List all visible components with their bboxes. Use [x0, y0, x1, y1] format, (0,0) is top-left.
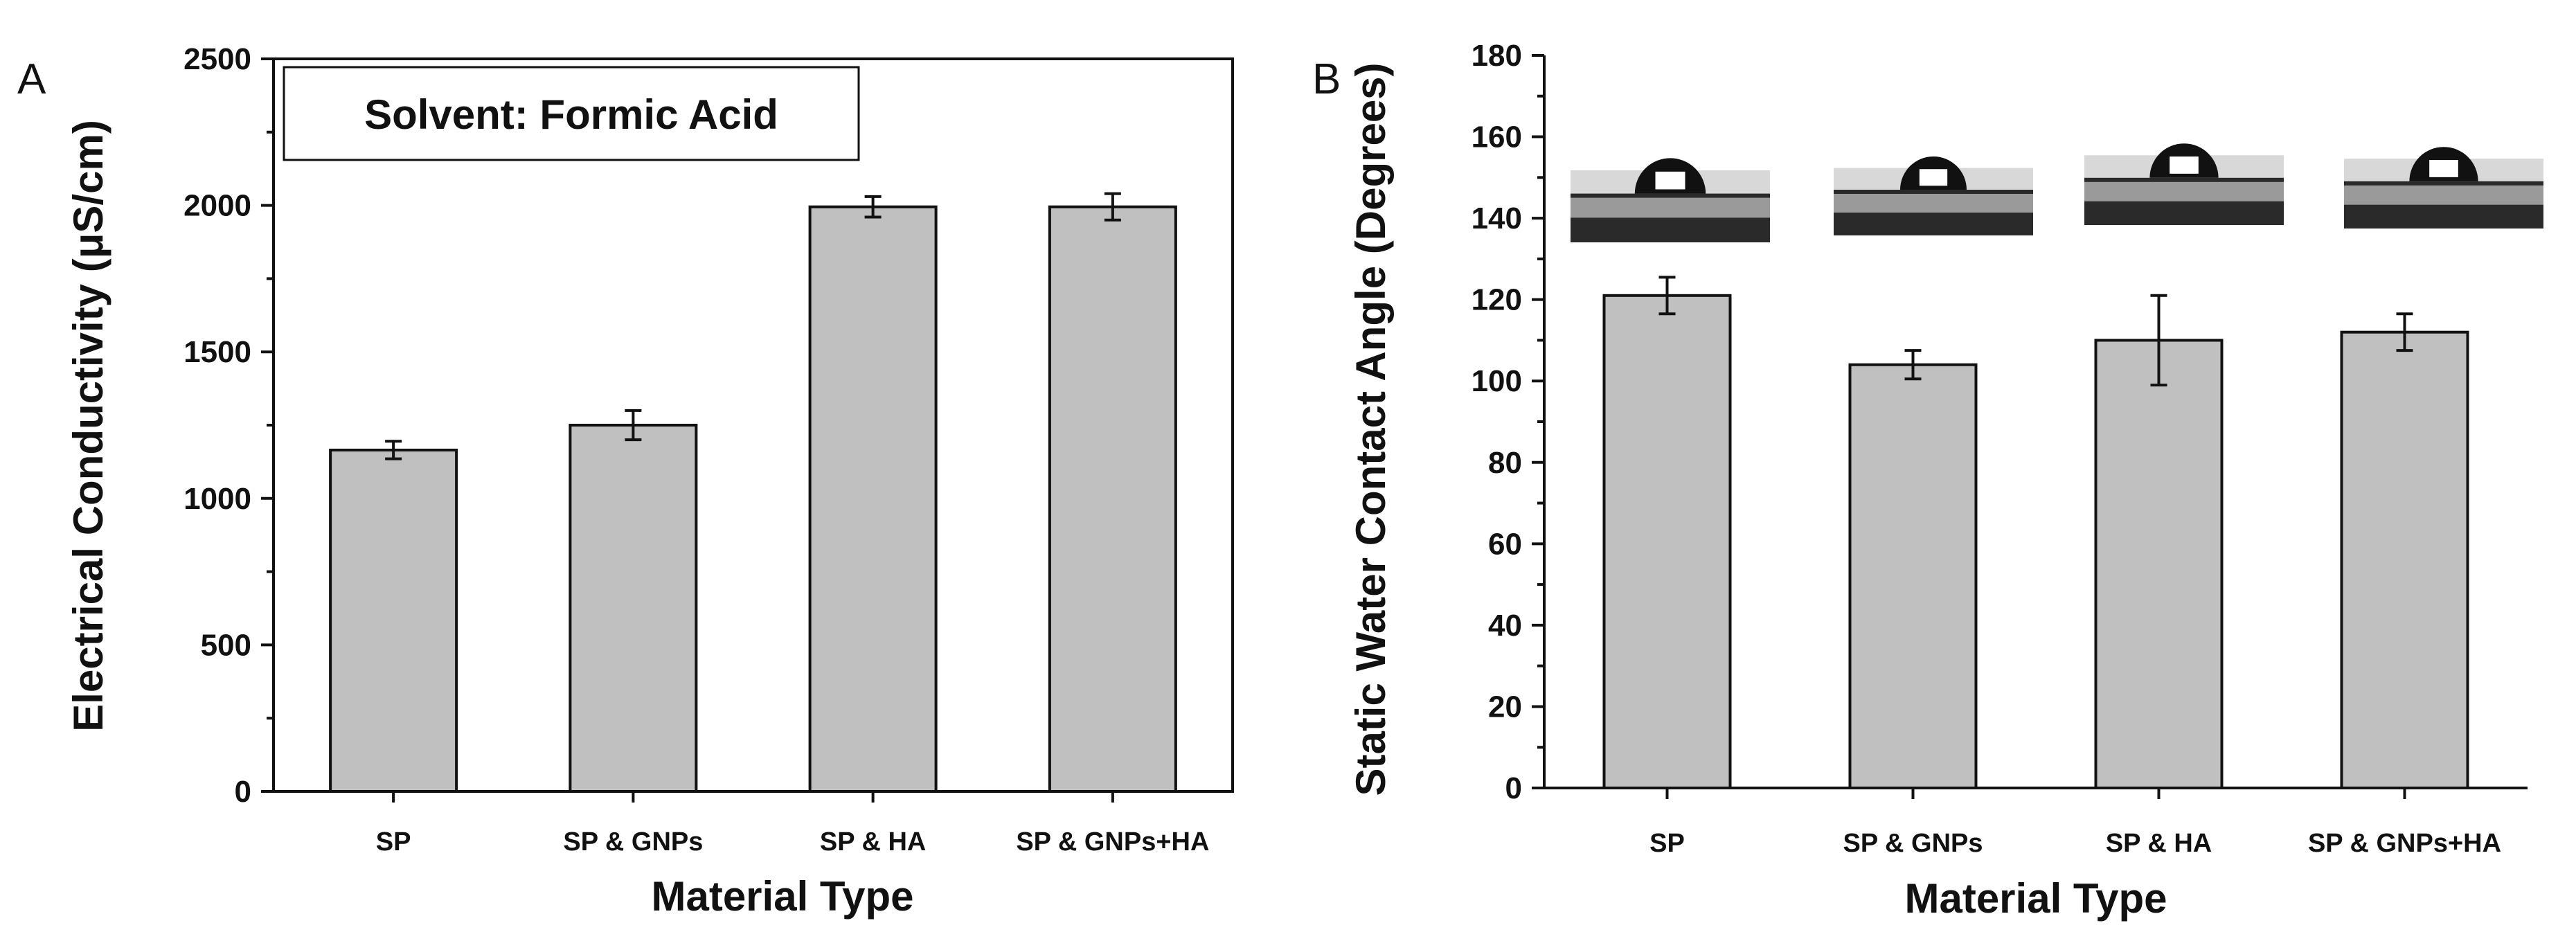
x-tick-label-sp-gnps: SP & GNPs — [563, 827, 703, 857]
y-tick-label: 140 — [1472, 201, 1522, 235]
bar-sp-gnps-ha — [2340, 330, 2469, 789]
x-tick-label-sp-gnps-ha: SP & GNPs+HA — [1016, 827, 1209, 857]
y-tick-label: 20 — [1488, 690, 1522, 724]
y-tick-label: 40 — [1488, 609, 1522, 643]
bar-sp-gnps-ha — [1048, 205, 1177, 793]
y-tick-label: 120 — [1472, 283, 1522, 317]
inset-droplet-reflection — [2170, 156, 2199, 174]
y-tick-label: 0 — [235, 775, 251, 809]
inset-substrate-highlight — [2084, 181, 2284, 201]
inset-substrate-highlight — [1571, 197, 1770, 218]
error-bar-sp-gnps — [1904, 349, 1922, 381]
chart-b-bars — [1602, 294, 2469, 789]
y-tick-label: 0 — [1505, 771, 1522, 805]
chart-a-x-tick-labels: SP SP & GNPs SP & HA SP & GNPs+HA — [376, 827, 1210, 857]
error-bar-sp-ha — [2150, 294, 2167, 387]
panel-b-label: B — [1312, 55, 1341, 103]
chart-a-x-axis-label: Material Type — [651, 873, 913, 920]
y-tick-label: 80 — [1488, 446, 1522, 480]
annotation-box — [283, 66, 860, 161]
chart-a-bars — [329, 205, 1177, 793]
x-tick-label-sp-gnps-ha: SP & GNPs+HA — [2308, 829, 2501, 858]
y-tick-label: 2000 — [184, 189, 251, 223]
chart-b-x-axis-label: Material Type — [1904, 875, 2167, 922]
annotation-text: Solvent: Formic Acid — [364, 91, 778, 138]
error-bar-sp-gnps-ha — [1104, 192, 1121, 222]
y-tick-label: 500 — [201, 628, 251, 662]
chart-b-x-tick-labels: SP SP & GNPs SP & HA SP & GNPs+HA — [1649, 829, 2501, 858]
chart-a-error-bars — [385, 192, 1121, 460]
bar-sp-gnps — [1848, 363, 1978, 789]
x-tick-label-sp: SP — [376, 827, 411, 857]
error-bar-sp — [385, 440, 402, 460]
inset-droplet-reflection — [1655, 171, 1685, 190]
chart-a-y-axis-label: Electrical Conductivity (μS/cm) — [65, 120, 111, 732]
x-tick-label-sp-ha: SP & HA — [820, 827, 926, 857]
water-droplet-photo-3 — [2084, 143, 2284, 225]
error-bar-sp-gnps-ha — [2396, 312, 2413, 352]
bar-sp-gnps — [569, 424, 698, 793]
inset-droplet-reflection — [1919, 169, 1948, 186]
droplet-insets — [1571, 143, 2543, 242]
inset-substrate-highlight — [1834, 194, 2033, 213]
y-tick-label: 100 — [1472, 364, 1522, 398]
water-droplet-photo-4 — [2344, 147, 2543, 228]
y-tick-label: 180 — [1472, 39, 1522, 73]
water-droplet-photo-1 — [1571, 158, 1770, 242]
inset-substrate-highlight — [2344, 185, 2543, 205]
y-tick-label: 1500 — [184, 335, 251, 369]
panel-a-label: A — [17, 55, 46, 103]
bar-sp-ha — [808, 205, 938, 793]
bar-sp — [329, 448, 458, 793]
error-bar-sp-ha — [864, 195, 882, 219]
bar-sp — [1602, 294, 1732, 789]
x-tick-label-sp-ha: SP & HA — [2106, 829, 2212, 858]
error-bar-sp — [1658, 276, 1676, 316]
y-tick-label: 2500 — [184, 42, 251, 76]
y-tick-label: 160 — [1472, 120, 1522, 154]
water-droplet-photo-2 — [1834, 156, 2033, 235]
y-tick-label: 1000 — [184, 482, 251, 516]
bar-sp-ha — [2094, 339, 2224, 789]
x-tick-label-sp: SP — [1649, 829, 1685, 858]
chart-b-y-axis-label: Static Water Contact Angle (Degrees) — [1348, 62, 1394, 796]
x-tick-label-sp-gnps: SP & GNPs — [1843, 829, 1983, 858]
y-tick-label: 60 — [1488, 527, 1522, 561]
inset-droplet-reflection — [2429, 160, 2458, 177]
chart-b-error-bars — [1658, 276, 2413, 387]
chart-b-y-ticks: 0 20 40 60 80 100 120 140 160 180 — [1472, 39, 2406, 805]
error-bar-sp-gnps — [625, 409, 642, 442]
chart-a-y-ticks: 0 500 1000 1500 2000 2500 — [184, 42, 1114, 809]
chart-a: A 0 500 1000 1500 2000 2500 SP SP & GNPs SP & H… — [17, 42, 1234, 920]
